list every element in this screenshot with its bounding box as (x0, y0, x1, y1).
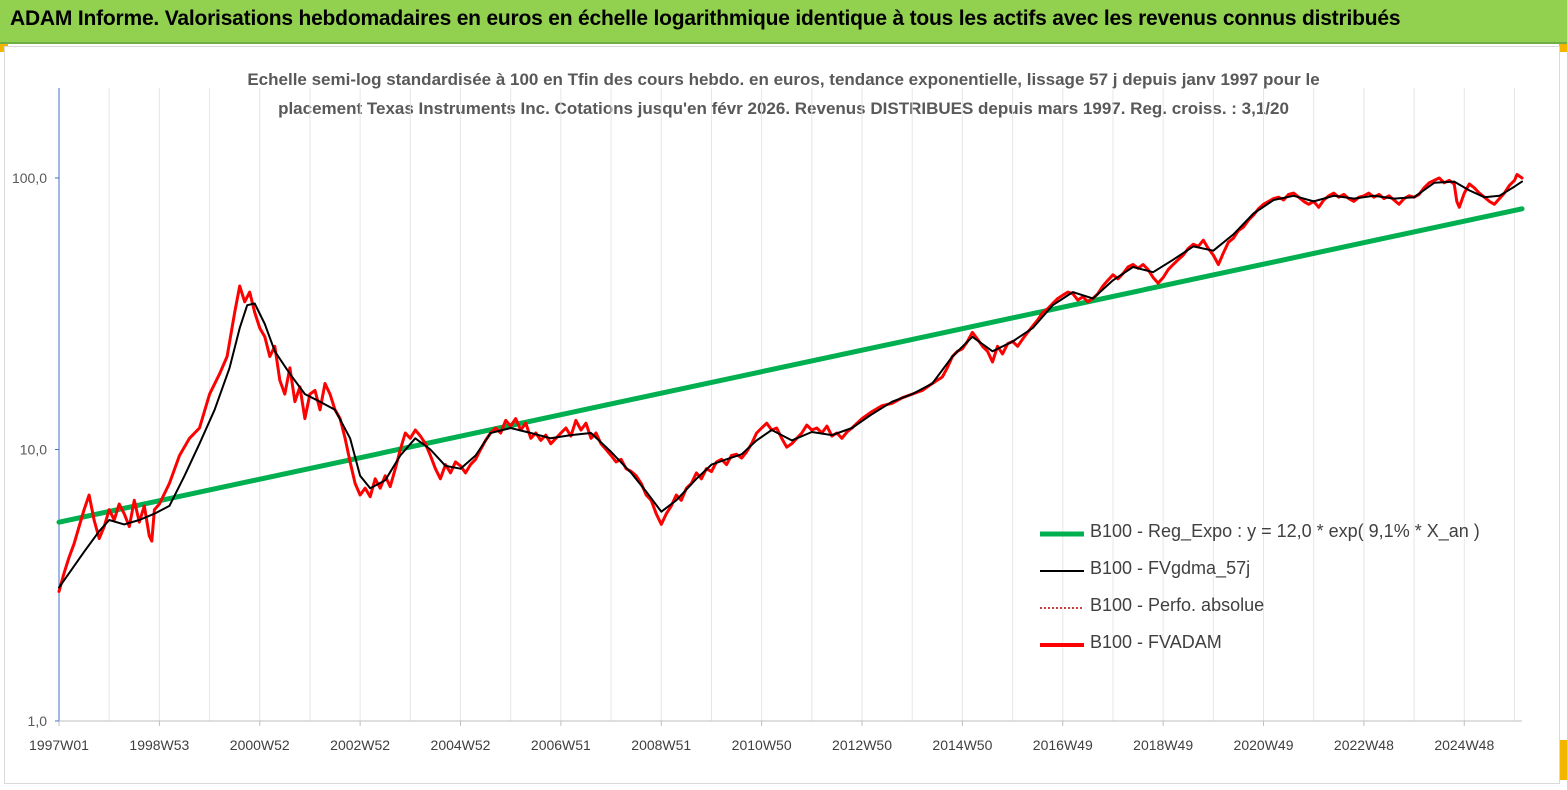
legend-item-perf: B100 - Perfo. absolue (1040, 589, 1500, 626)
x-tick-label: 2002W52 (330, 737, 390, 753)
legend-label-regression: B100 - Reg_Expo : y = 12,0 * exp( 9,1% *… (1090, 521, 1480, 541)
chart-area (4, 46, 1560, 784)
legend-label-smoothed: B100 - FVgdma_57j (1090, 558, 1251, 578)
x-tick-label: 2018W49 (1133, 737, 1193, 753)
legend-swatch-regression (1040, 531, 1084, 537)
page-title: ADAM Informe. Valorisations hebdomadaire… (10, 7, 1401, 30)
y-tick-label: 1,0 (28, 713, 48, 729)
x-tick-label: 2016W49 (1033, 737, 1093, 753)
series-line-smoothed (58, 180, 1523, 589)
x-tick-label: 2000W52 (230, 737, 290, 753)
y-tick-label: 100,0 (12, 170, 47, 186)
x-tick-label: 2004W52 (431, 737, 491, 753)
x-tick-label: 2024W48 (1434, 737, 1494, 753)
legend: B100 - Reg_Expo : y = 12,0 * exp( 9,1% *… (1040, 515, 1500, 663)
x-tick-label: 2010W50 (732, 737, 792, 753)
series-line-fvadam (57, 173, 1524, 593)
x-tick-label: 1998W53 (129, 737, 189, 753)
x-tick-label: 2006W51 (531, 737, 591, 753)
y-tick-label: 10,0 (20, 442, 47, 458)
y-axis: 1,0 10,0 100,0 (12, 88, 60, 729)
x-tick-label: 2008W51 (631, 737, 691, 753)
chart-title-line-1: Echelle semi-log standardisée à 100 en T… (247, 70, 1320, 89)
chart-title-line-2: placement Texas Instruments Inc. Cotatio… (278, 99, 1289, 118)
x-tick-label: 2022W48 (1334, 737, 1394, 753)
series-line-regression (56, 206, 1525, 525)
x-tick-label: 2012W50 (832, 737, 892, 753)
header-bar: ADAM Informe. Valorisations hebdomadaire… (0, 0, 1567, 44)
legend-label-fvadam: B100 - FVADAM (1090, 632, 1222, 652)
x-tick-label: 1997W01 (29, 737, 89, 753)
x-axis: 1997W01 1998W53 2000W52 2002W52 2004W52 2006W… (29, 720, 1522, 753)
corner-mark-top-right (1559, 44, 1567, 52)
series-lines (56, 173, 1525, 593)
legend-swatch-perf (1040, 607, 1084, 609)
x-tick-label: 2014W50 (932, 737, 992, 753)
legend-item-fvadam: B100 - FVADAM (1040, 626, 1500, 663)
legend-item-smoothed: B100 - FVgdma_57j (1040, 552, 1500, 589)
corner-mark-bottom-right (1559, 740, 1567, 780)
legend-label-perf: B100 - Perfo. absolue (1090, 595, 1265, 615)
x-tick-label: 2020W49 (1234, 737, 1294, 753)
legend-swatch-fvadam (1040, 643, 1084, 647)
legend-item-regression: B100 - Reg_Expo : y = 12,0 * exp( 9,1% *… (1040, 515, 1500, 552)
legend-swatch-smoothed (1040, 570, 1084, 572)
